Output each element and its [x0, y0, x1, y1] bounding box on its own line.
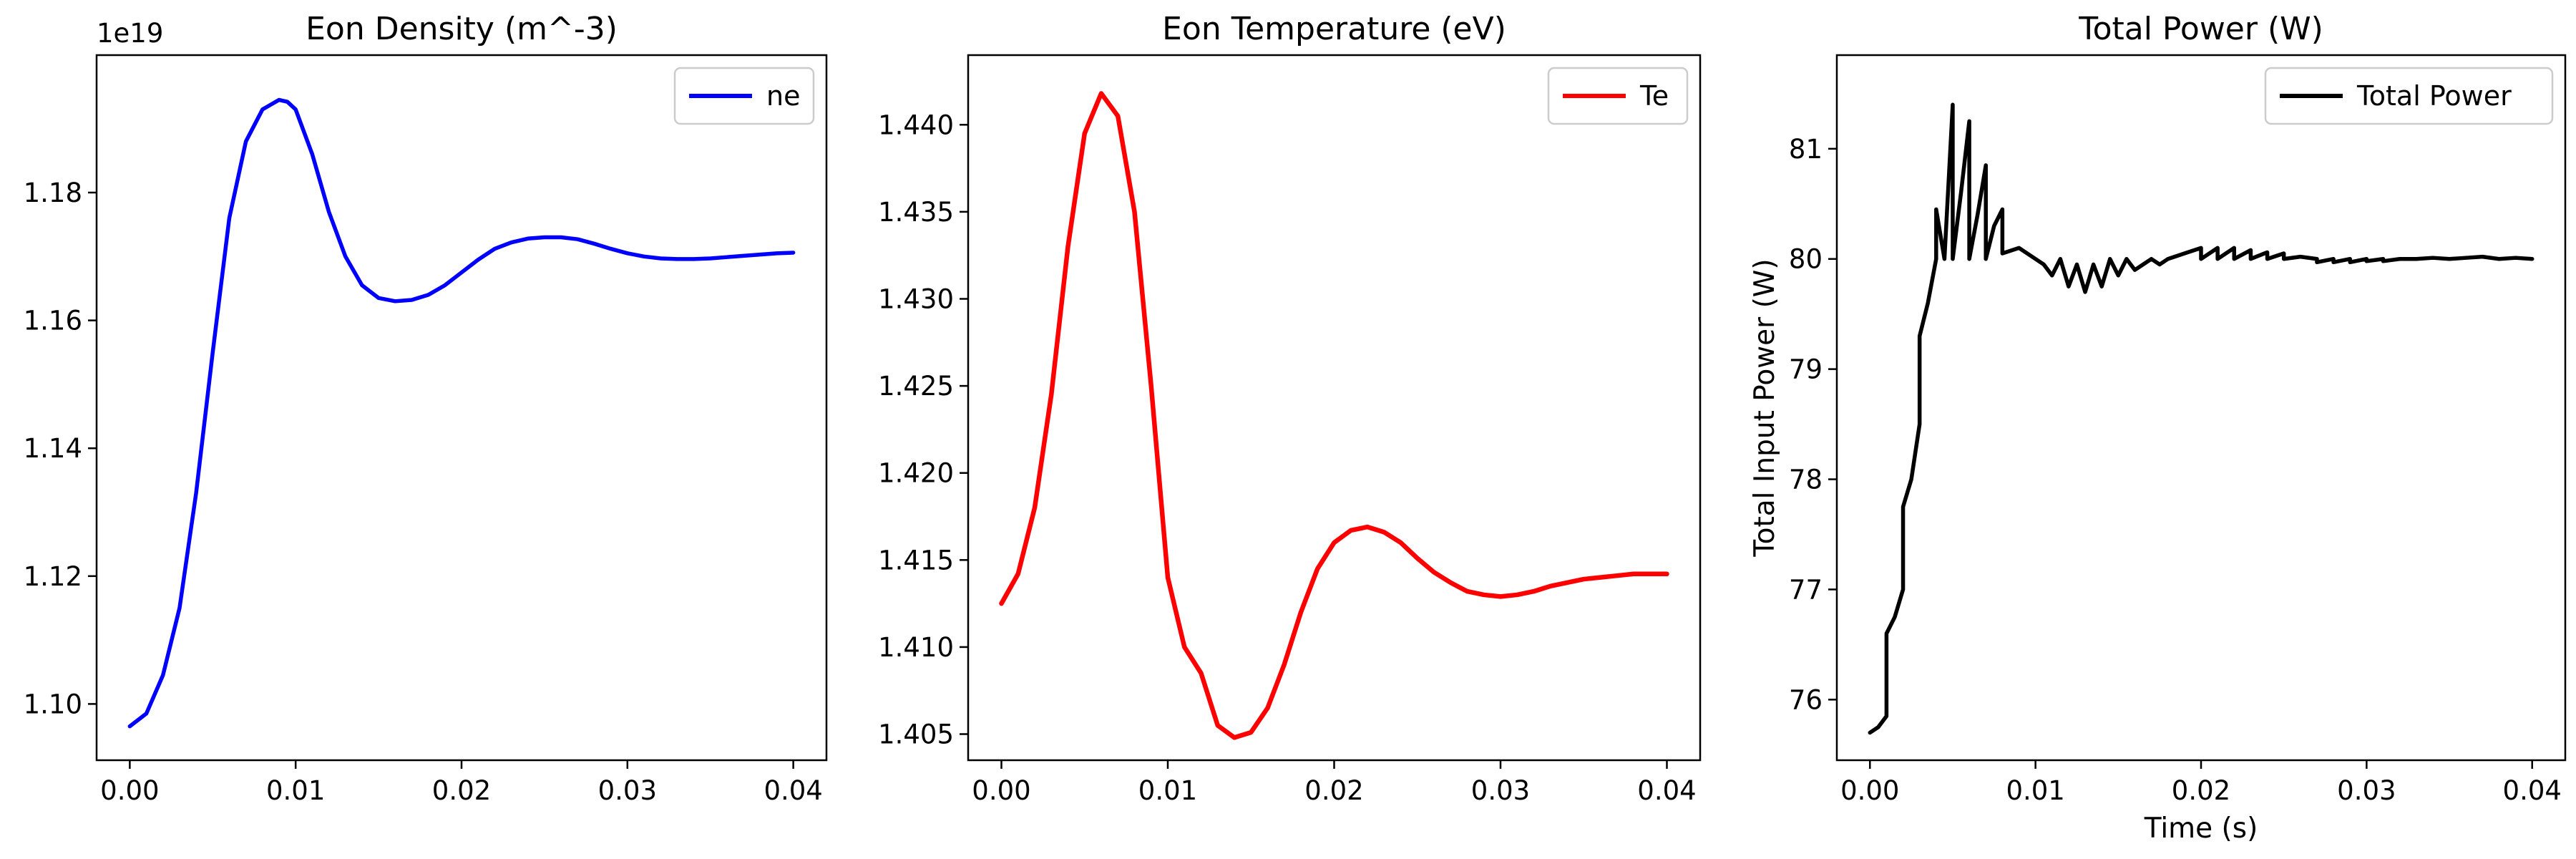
- x-tick-label: 0.04: [2503, 775, 2562, 806]
- x-tick-label: 0.02: [432, 775, 491, 806]
- y-tick-label: 1.12: [24, 561, 82, 592]
- y-offset-text: 1e19: [97, 18, 163, 49]
- chart-panel-2: 0.00 0.01 0.02 0.03 0.04 1.405 1.410 1.415 1.420…: [878, 11, 1702, 806]
- y-tick-label: 79: [1789, 354, 1823, 385]
- legend: ne: [673, 67, 815, 125]
- x-tick-label: 0.00: [972, 775, 1030, 806]
- y-tick-label: 1.16: [24, 306, 82, 336]
- y-tick-label: 80: [1789, 244, 1823, 275]
- chart-panel-3: 0.00 0.01 0.02 0.03 0.04 76 77 78 79 80 81 Total Po…: [1749, 11, 2567, 845]
- x-tick-label: 0.00: [1840, 775, 1899, 806]
- y-tick-label: 1.435: [878, 197, 954, 228]
- y-tick-label: 1.415: [878, 545, 954, 576]
- x-axis-label: Time (s): [2144, 812, 2258, 845]
- y-axis-label: Total Input Power (W): [1749, 258, 1781, 557]
- x-tick-label: 0.04: [763, 775, 822, 806]
- y-tick-label: 1.410: [878, 632, 954, 663]
- chart-title: Eon Density (m^-3): [306, 11, 618, 47]
- chart-title: Eon Temperature (eV): [1162, 11, 1506, 47]
- y-tick-label: 1.10: [24, 689, 82, 719]
- chart-panel-1: 0.00 0.01 0.02 0.03 0.04 1.10 1.12 1.14 1.16 1.18…: [24, 11, 828, 806]
- y-tick-label: 1.440: [878, 110, 954, 140]
- x-tick-label: 0.02: [2172, 775, 2230, 806]
- y-tick-label: 1.14: [24, 433, 82, 464]
- series-line-total-power: [1868, 102, 2534, 735]
- y-tick-label: 76: [1789, 684, 1823, 715]
- x-tick-label: 0.02: [1304, 775, 1363, 806]
- y-tick-label: 78: [1789, 465, 1823, 495]
- y-tick-label: 1.420: [878, 458, 954, 489]
- x-tick-label: 0.03: [1471, 775, 1530, 806]
- y-tick-label: 1.430: [878, 283, 954, 314]
- plot-area: [97, 55, 826, 760]
- legend: Te: [1547, 67, 1689, 125]
- y-tick-label: 1.405: [878, 719, 954, 750]
- legend-label: Total Power: [2356, 80, 2512, 112]
- series-line-ne: [127, 97, 796, 729]
- x-tick-label: 0.03: [2337, 775, 2396, 806]
- plot-area: [968, 55, 1700, 760]
- x-tick-label: 0.04: [1637, 775, 1696, 806]
- legend-frame: [2264, 67, 2554, 125]
- legend-label: Te: [1639, 80, 1669, 112]
- y-tick-label: 1.425: [878, 371, 954, 402]
- chart-title: Total Power (W): [2078, 11, 2323, 47]
- y-tick-label: 1.18: [24, 178, 82, 208]
- x-tick-label: 0.01: [266, 775, 325, 806]
- x-tick-label: 0.01: [2006, 775, 2064, 806]
- y-tick-label: 81: [1789, 134, 1823, 165]
- series-line-te: [999, 91, 1669, 740]
- x-tick-label: 0.00: [100, 775, 159, 806]
- plot-area: [1837, 55, 2565, 760]
- x-tick-label: 0.03: [598, 775, 657, 806]
- legend-label: ne: [766, 80, 800, 112]
- legend: Total Power: [2264, 67, 2554, 125]
- y-tick-label: 77: [1789, 574, 1823, 605]
- x-tick-label: 0.01: [1138, 775, 1197, 806]
